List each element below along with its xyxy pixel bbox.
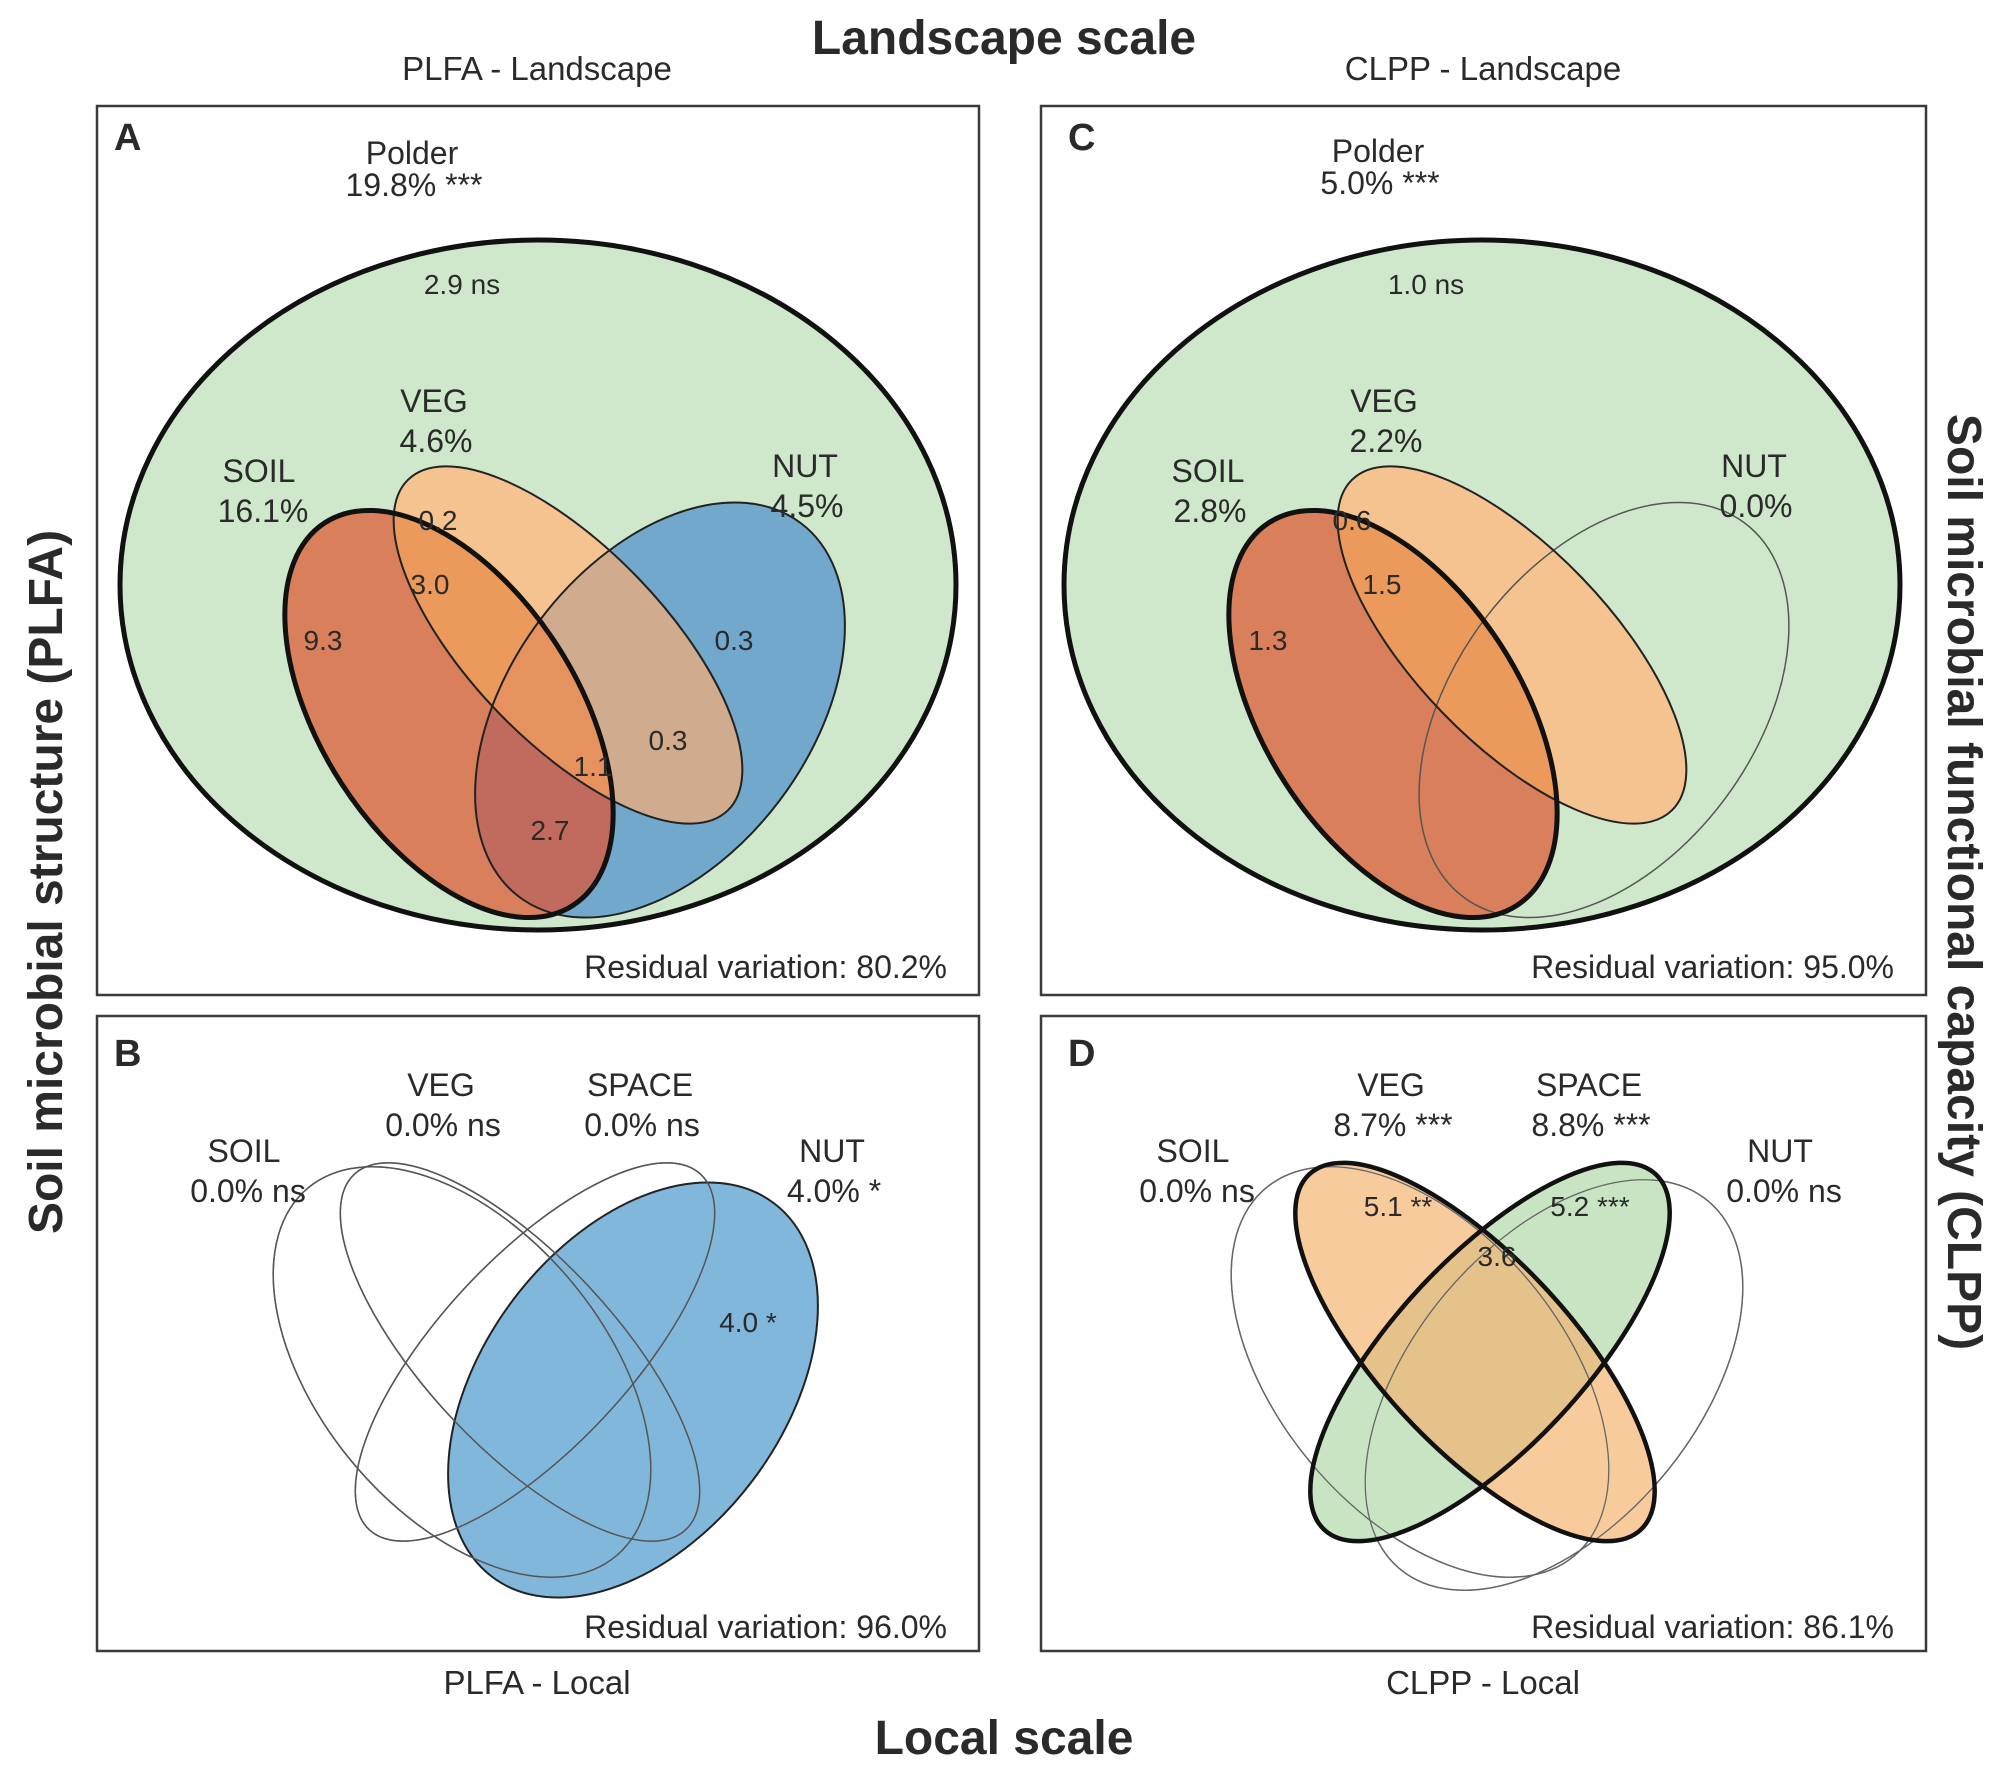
polder-value: 5.0% *** — [1320, 165, 1439, 201]
space-outline-over — [354, 1162, 716, 1542]
panel-d-title: CLPP - Local — [1386, 1664, 1580, 1701]
nut-value: 0.0% — [1720, 488, 1793, 524]
nut-outline-over — [1364, 1179, 1744, 1591]
panel-b-letter: B — [114, 1033, 141, 1075]
panel-b-title: PLFA - Local — [443, 1664, 630, 1701]
panel-d: D VEG 8.7% *** SPACE 8.8% *** SOIL 0.0% … — [1039, 1014, 1928, 1653]
space-unique-value: 5.2 *** — [1550, 1191, 1629, 1222]
veg-outline-over — [339, 1162, 701, 1542]
veg-value: 8.7% *** — [1333, 1107, 1452, 1143]
panel-c-letter: C — [1068, 117, 1095, 159]
nut-value: 4.5% — [771, 488, 844, 524]
right-axis-label: Soil microbial functional capacity (CLPP… — [1937, 414, 1990, 1350]
soil-nut-value: 2.7 — [531, 815, 570, 846]
panel-a-letter: A — [114, 117, 141, 159]
nut-unique-value: 4.0 * — [719, 1307, 777, 1338]
three-way-value: 1.1 — [574, 751, 613, 782]
polder-unique-value: 1.0 ns — [1388, 269, 1464, 300]
residual-variation: Residual variation: 86.1% — [1531, 1609, 1894, 1645]
soil-label: SOIL — [208, 1133, 281, 1169]
left-axis-label: Soil microbial structure (PLFA) — [20, 530, 73, 1234]
panel-d-letter: D — [1068, 1033, 1095, 1075]
veg-label: VEG — [1350, 383, 1418, 419]
veg-value: 2.2% — [1350, 423, 1423, 459]
nut-ellipse — [447, 1181, 819, 1599]
soil-value: 0.0% ns — [190, 1173, 306, 1209]
nut-label: NUT — [772, 448, 838, 484]
panel-c-title: CLPP - Landscape — [1345, 50, 1621, 87]
residual-variation: Residual variation: 95.0% — [1531, 949, 1894, 985]
veg-unique-value: 0.2 — [419, 505, 458, 536]
polder-unique-value: 2.9 ns — [424, 269, 500, 300]
soil-value: 2.8% — [1174, 493, 1247, 529]
soil-outline-over — [1230, 1166, 1610, 1578]
soil-unique-value: 9.3 — [304, 625, 343, 656]
soil-label: SOIL — [1172, 453, 1245, 489]
veg-label: VEG — [400, 383, 468, 419]
veg-unique-value: 5.1 ** — [1364, 1191, 1433, 1222]
nut-unique-value: 0.3 — [715, 625, 754, 656]
panel-a-title: PLFA - Landscape — [402, 50, 672, 87]
veg-label: VEG — [407, 1067, 475, 1103]
soil-value: 0.0% ns — [1139, 1173, 1255, 1209]
soil-value: 16.1% — [218, 493, 309, 529]
space-label: SPACE — [587, 1067, 693, 1103]
nut-label: NUT — [799, 1133, 865, 1169]
veg-label: VEG — [1357, 1067, 1425, 1103]
space-label: SPACE — [1536, 1067, 1642, 1103]
space-value: 8.8% *** — [1531, 1107, 1650, 1143]
veg-value: 4.6% — [400, 423, 473, 459]
panel-b: B VEG 0.0% ns SPACE 0.0% ns SOIL 0.0% ns… — [95, 1014, 981, 1653]
soil-veg-value: 1.5 — [1363, 569, 1402, 600]
polder-label: Polder — [366, 135, 459, 171]
residual-variation: Residual variation: 80.2% — [584, 949, 947, 985]
landscape-scale-title: Landscape scale — [812, 12, 1196, 65]
space-value: 0.0% ns — [584, 1107, 700, 1143]
soil-label: SOIL — [1157, 1133, 1230, 1169]
local-scale-title: Local scale — [875, 1712, 1134, 1765]
panel-c: C Polder 5.0% *** 1.0 ns VEG 2.2% SOIL 2… — [1039, 104, 1928, 997]
soil-label: SOIL — [223, 453, 296, 489]
nut-label: NUT — [1747, 1133, 1813, 1169]
veg-value: 0.0% ns — [385, 1107, 501, 1143]
soil-outline-over — [272, 1165, 652, 1579]
veg-space-value: 3.6 — [1478, 1241, 1517, 1272]
panel-a: A Polder 19.8% *** 2.9 ns VEG 4.6% SOIL … — [95, 104, 981, 997]
soil-unique-value: 1.3 — [1249, 625, 1288, 656]
veg-nut-value: 0.3 — [649, 725, 688, 756]
soil-veg-value: 3.0 — [411, 569, 450, 600]
veg-unique-value: 0.6 — [1333, 505, 1372, 536]
nut-value: 4.0% * — [787, 1173, 881, 1209]
residual-variation: Residual variation: 96.0% — [584, 1609, 947, 1645]
polder-label: Polder — [1332, 133, 1425, 169]
polder-value: 19.8% *** — [346, 167, 483, 203]
nut-label: NUT — [1721, 448, 1787, 484]
nut-value: 0.0% ns — [1726, 1173, 1842, 1209]
